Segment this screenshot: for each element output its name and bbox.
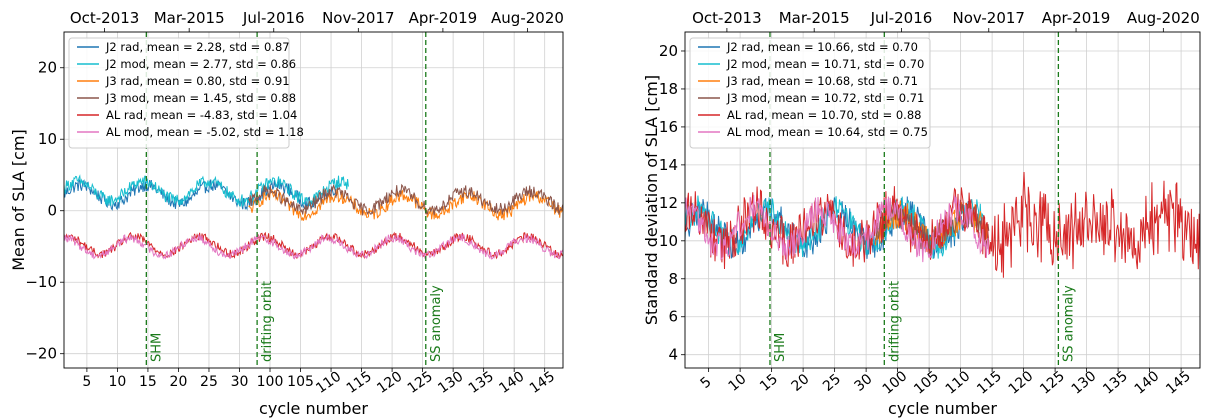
x-tick-label: 115 [974,368,1005,397]
x-tick-label: 10 [108,374,126,390]
legend-entry: J2 mod, mean = 2.77, std = 0.86 [105,57,296,71]
top-axis-label: Oct-2013 [70,9,140,27]
x-tick-label: 5 [82,374,91,390]
x-tick-label: 120 [1006,368,1037,397]
series-line [685,171,1200,278]
y-tick-label: 20 [38,59,57,77]
x-tick-label: 125 [405,369,436,397]
legend-entry: J3 rad, mean = 10.68, std = 0.71 [726,74,918,88]
x-tick-label: 145 [527,369,558,397]
x-tick-label: 110 [943,368,974,397]
chart-panel-left: −20 −10 0 10 20 5 10 15 20 25 30 100 105 110 115 120 125… [9,9,564,418]
x-tick-label: 100 [257,374,284,390]
series-line [64,174,349,208]
legend-entry: J2 mod, mean = 10.71, std = 0.70 [726,57,924,71]
x-axis-label: cycle number [259,399,368,418]
x-tick-label: 135 [1100,368,1131,397]
legend-entry: J2 rad, mean = 2.28, std = 0.87 [105,40,290,54]
event-label: SS anomaly [1061,285,1076,362]
y-tick-label: 0 [47,202,57,220]
series-group [685,171,1200,278]
y-axis-label: Standard deviation of SLA [cm] [642,75,661,325]
legend-entry: J3 mod, mean = 1.45, std = 0.88 [105,91,296,105]
x-tick-label: 140 [1132,368,1163,397]
x-tick-label: 140 [496,369,527,397]
series-group [64,174,563,260]
top-axis-label: Nov-2017 [322,9,394,27]
legend-entry: AL mod, mean = -5.02, std = 1.18 [106,125,304,139]
x-tick-label: 25 [200,374,218,390]
series-line [248,183,563,216]
top-axis-label: Aug-2020 [491,9,564,27]
y-tick-label: 14 [659,156,678,174]
y-tick-label: 20 [659,42,678,60]
legend-box [689,37,931,149]
x-tick-label: 10 [726,371,750,395]
x-tick-label: 135 [466,369,497,397]
y-tick-label: −20 [25,345,57,363]
top-axis-label: Aug-2020 [1127,9,1200,27]
y-tick-label: 6 [668,308,678,326]
event-label: SHM [149,333,164,362]
x-tick-label: 5 [697,374,714,392]
series-line [248,188,563,221]
y-tick-label: 18 [659,80,678,98]
x-tick-label: 20 [170,374,188,390]
x-tick-label: 110 [313,369,344,397]
y-tick-label: −10 [25,273,57,291]
event-label: drifting orbit [887,281,902,362]
x-axis-label: cycle number [888,399,997,418]
top-axis-label: Nov-2017 [953,9,1025,27]
event-label: SS anomaly [429,285,444,362]
series-line [685,194,990,263]
x-tick-label: 105 [911,368,942,397]
event-label: SHM [773,333,788,362]
legend-entry: AL rad, mean = 10.70, std = 0.88 [727,108,921,122]
x-tick-label: 145 [1163,368,1194,397]
y-tick-label: 10 [38,130,57,148]
x-tick-label: 125 [1037,368,1068,397]
x-tick-label: 130 [435,369,466,397]
x-tick-label: 105 [287,374,314,390]
series-line [64,232,563,260]
plot-frame [63,31,564,369]
x-tick-label: 25 [820,371,844,395]
top-axis-label: Mar-2015 [154,9,225,27]
y-tick-label: 4 [668,346,678,364]
legend-box [68,37,290,149]
x-tick-label: 30 [231,374,249,390]
y-tick-label: 12 [659,194,678,212]
y-tick-label: 10 [659,232,678,250]
top-axis-label: Jul-2016 [870,9,933,27]
legend-entry: AL mod, mean = 10.64, std = 0.75 [727,125,928,139]
y-tick-label: 8 [668,270,678,288]
x-tick-label: 15 [139,374,157,390]
x-tick-label: 130 [1069,368,1100,397]
event-label: drifting orbit [260,281,275,362]
top-axis-label: Apr-2019 [1042,9,1111,27]
legend-entry: AL rad, mean = -4.83, std = 1.04 [106,108,297,122]
x-tick-label: 30 [852,371,876,395]
plot-frame [684,31,1201,369]
legend-entry: J3 rad, mean = 0.80, std = 0.91 [105,74,290,88]
y-axis-label: Mean of SLA [cm] [9,129,28,271]
top-axis-label: Oct-2013 [692,9,762,27]
y-tick-label: 16 [659,118,678,136]
x-tick-label: 120 [374,369,405,397]
x-tick-label: 115 [344,369,375,397]
x-tick-label: 15 [757,371,781,395]
series-line [64,231,563,260]
legend-entry: J3 mod, mean = 10.72, std = 0.71 [726,91,924,105]
x-tick-label: 20 [789,371,813,395]
top-axis-label: Apr-2019 [409,9,478,27]
top-axis-label: Jul-2016 [242,9,305,27]
legend-entry: J2 rad, mean = 10.66, std = 0.70 [726,40,918,54]
x-tick-label: 100 [880,368,911,397]
top-axis-label: Mar-2015 [779,9,850,27]
